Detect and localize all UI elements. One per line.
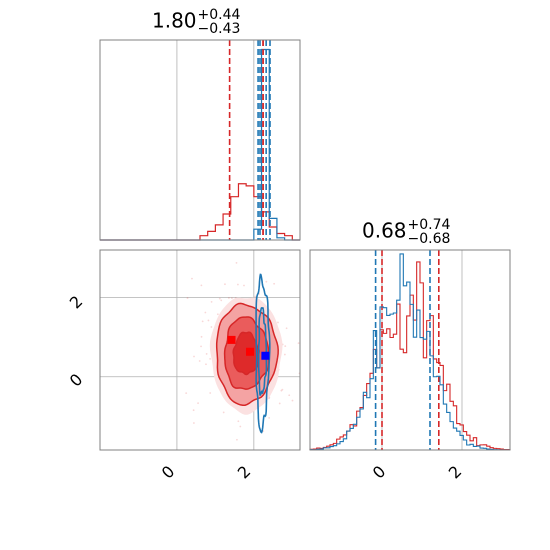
sample-point bbox=[204, 311, 207, 314]
sample-point bbox=[237, 420, 240, 423]
sample-point bbox=[216, 313, 219, 316]
sample-point bbox=[210, 300, 213, 303]
sample-point bbox=[224, 283, 226, 286]
sample-point bbox=[205, 363, 207, 366]
sample-point bbox=[277, 321, 279, 324]
sample-point bbox=[291, 399, 294, 402]
contour-panel bbox=[99, 249, 301, 451]
sample-point bbox=[278, 402, 281, 405]
sample-point bbox=[209, 357, 211, 360]
sample-point bbox=[200, 284, 203, 287]
hist1-title-plus: +0.44 bbox=[197, 7, 241, 23]
sample-point bbox=[280, 389, 283, 392]
marker-point-0 bbox=[227, 335, 236, 344]
sample-point bbox=[193, 422, 195, 424]
histogram-series-1 bbox=[309, 253, 511, 451]
sample-point bbox=[235, 261, 238, 264]
hist2-title: 0.68 +0.74 −0.68 bbox=[362, 218, 450, 246]
sample-point bbox=[237, 283, 239, 286]
histogram-panel-param1 bbox=[99, 39, 301, 241]
sample-point bbox=[222, 411, 225, 414]
sample-point bbox=[285, 327, 288, 330]
sample-point bbox=[254, 295, 257, 298]
hist1-frame bbox=[99, 39, 301, 241]
sample-point bbox=[218, 297, 221, 300]
hist2-title-minus: −0.68 bbox=[407, 231, 451, 247]
sample-point bbox=[220, 299, 223, 302]
hist1-title: 1.80 +0.44 −0.43 bbox=[152, 8, 240, 36]
hist2-title-median: 0.68 bbox=[362, 218, 407, 243]
sample-point bbox=[191, 277, 193, 280]
blue-contour-level-1 bbox=[257, 307, 268, 396]
sample-point bbox=[273, 282, 276, 285]
sample-point bbox=[228, 297, 230, 299]
sample-point bbox=[288, 394, 291, 397]
sample-point bbox=[265, 280, 268, 283]
histogram-panel-param2 bbox=[309, 249, 511, 451]
histogram-series-0 bbox=[309, 261, 511, 451]
hist2-title-plus: +0.74 bbox=[407, 217, 451, 233]
marker-point-1 bbox=[246, 347, 254, 356]
sample-point bbox=[185, 392, 188, 395]
sample-point bbox=[236, 438, 238, 441]
sample-point bbox=[209, 392, 212, 394]
sample-point bbox=[243, 284, 245, 287]
sample-point bbox=[200, 345, 202, 348]
sample-point bbox=[193, 355, 195, 358]
contour-frame bbox=[99, 249, 301, 451]
sample-point bbox=[200, 335, 203, 338]
hist1-title-minus: −0.43 bbox=[197, 21, 241, 37]
contour-plot-area bbox=[100, 250, 300, 450]
sample-point bbox=[198, 360, 201, 362]
sample-point bbox=[186, 297, 189, 299]
sample-point bbox=[192, 409, 195, 412]
sample-point bbox=[231, 297, 233, 300]
sample-point bbox=[207, 319, 210, 322]
hist1-title-median: 1.80 bbox=[152, 8, 197, 33]
hist2-frame bbox=[309, 249, 511, 451]
blue-contour-level-0 bbox=[255, 273, 271, 434]
sample-point bbox=[197, 402, 199, 405]
sample-point bbox=[239, 425, 242, 428]
sample-point bbox=[201, 320, 204, 323]
sample-point bbox=[268, 416, 271, 419]
sample-point bbox=[281, 388, 284, 391]
sample-point bbox=[283, 353, 286, 356]
marker-point-2 bbox=[261, 351, 270, 360]
sample-point bbox=[297, 342, 300, 345]
sample-point bbox=[284, 345, 287, 348]
sample-point bbox=[205, 353, 208, 355]
sample-point bbox=[210, 326, 213, 328]
